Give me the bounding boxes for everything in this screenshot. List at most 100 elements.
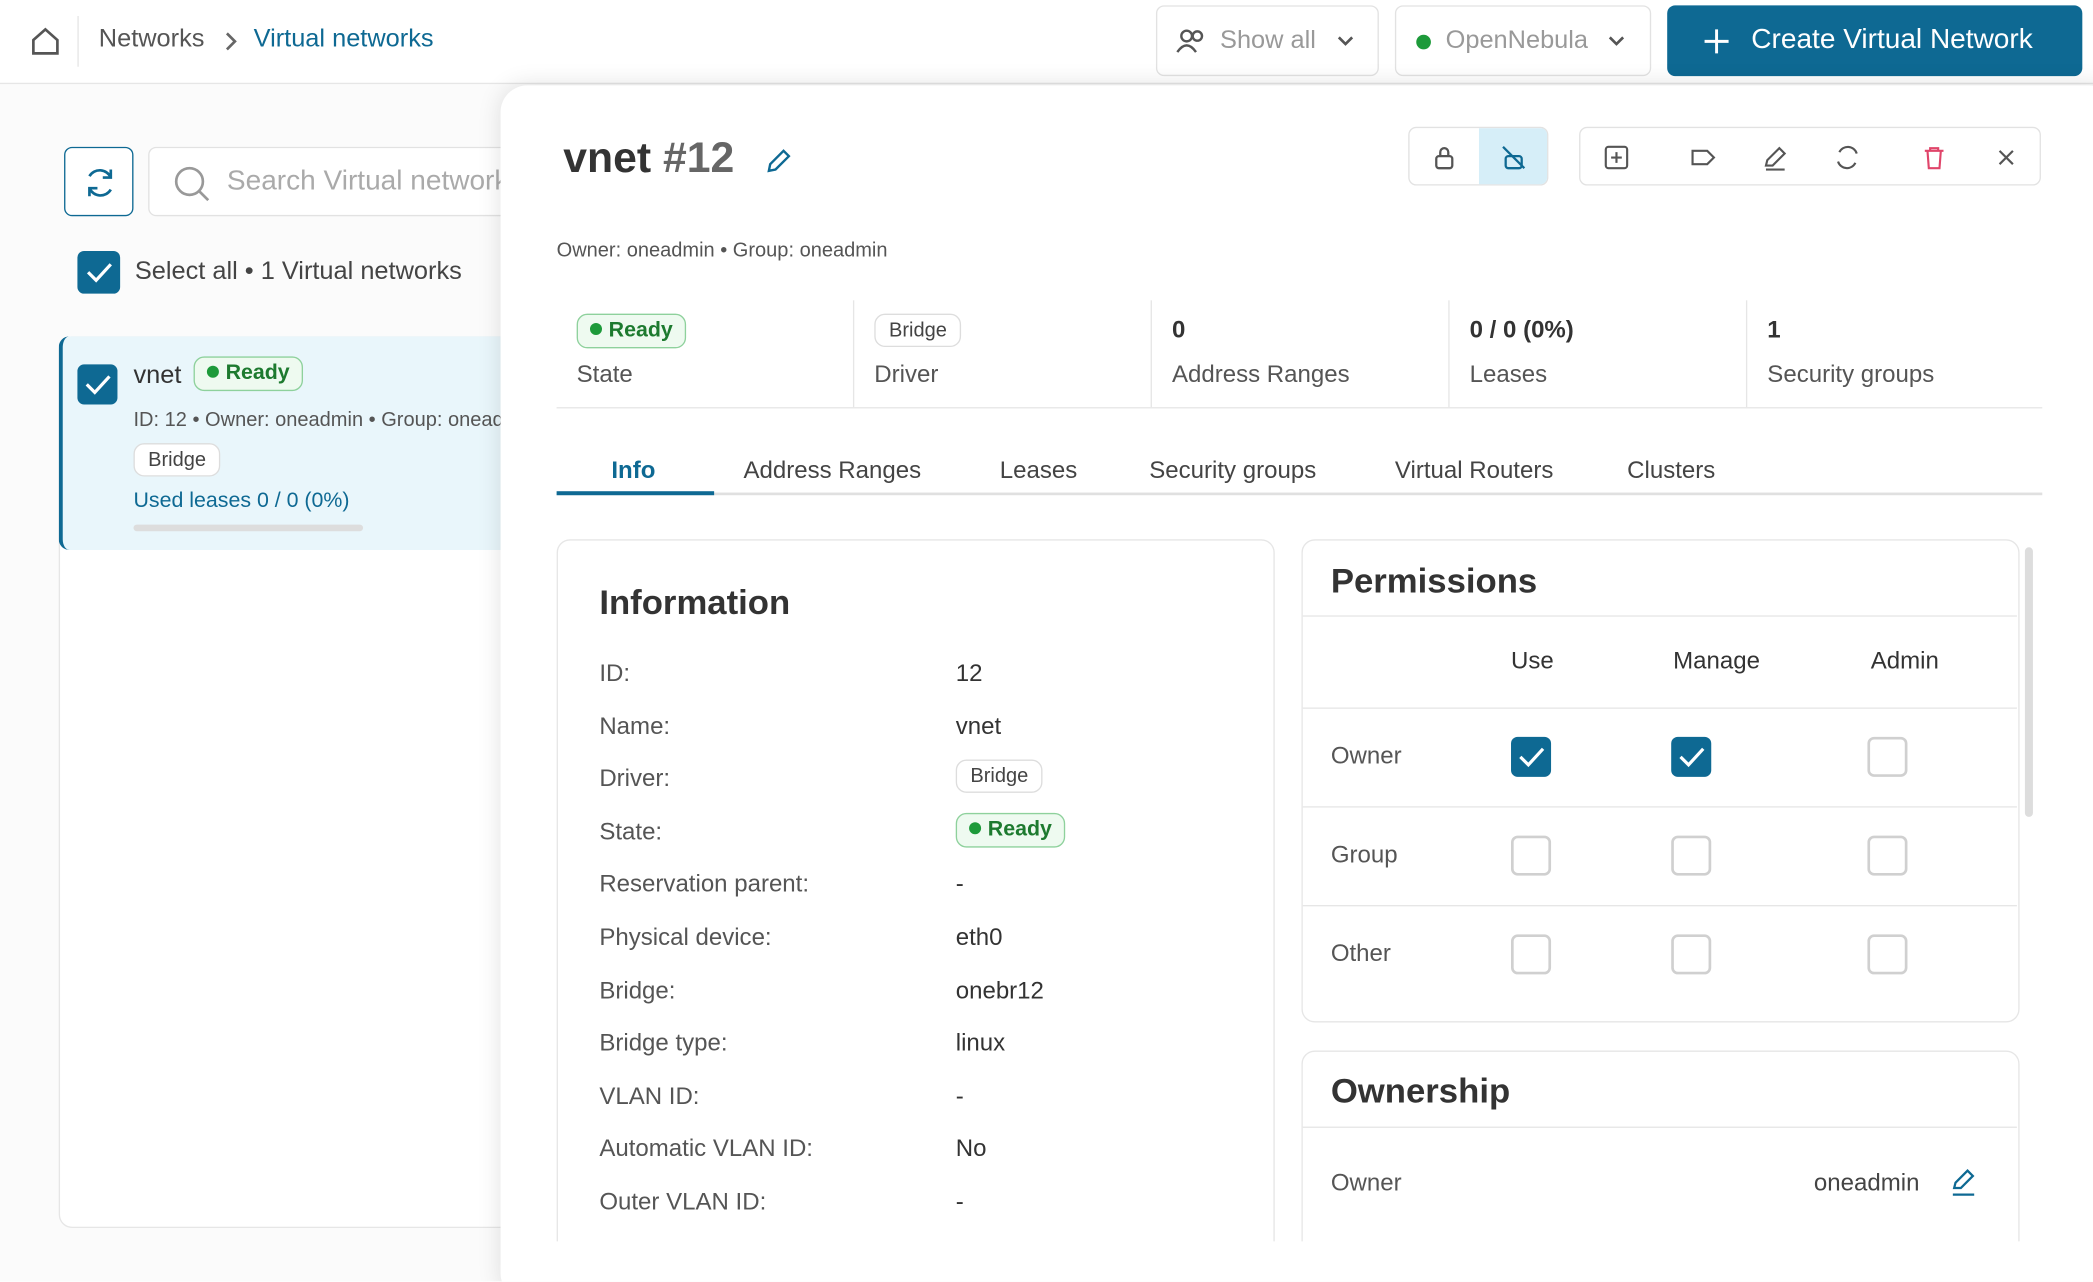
detail-content: vnet #12 Owner: oneadmin • Group: oneadm… [501, 85, 2093, 1242]
divider [1745, 300, 1748, 408]
permissions-title: Permissions [1330, 560, 1538, 601]
info-value: onebr12 [955, 976, 1044, 1004]
tab[interactable]: Virtual Routers [1394, 456, 1554, 484]
permission-checkbox[interactable] [1671, 835, 1712, 876]
info-value: 12 [955, 659, 983, 687]
row-label: Group [1330, 840, 1398, 868]
divider [1302, 707, 2017, 709]
edit-icon[interactable] [1762, 144, 1789, 171]
tab[interactable]: Security groups [1149, 456, 1317, 484]
permission-checkbox[interactable] [1511, 736, 1552, 777]
summary-value: Bridge [874, 313, 962, 348]
permission-checkbox[interactable] [1511, 934, 1552, 975]
divider [1302, 615, 2017, 617]
item-checkbox[interactable] [77, 364, 118, 405]
summary-label: Driver [874, 360, 939, 388]
info-value: vnet [955, 712, 1002, 739]
select-all-checkbox[interactable] [77, 250, 121, 294]
summary-label: Leases [1469, 360, 1548, 388]
breadcrumb-separator [225, 32, 237, 51]
chevron [1608, 36, 1625, 46]
action-group [1579, 126, 2041, 186]
info-label: Bridge: [599, 976, 676, 1004]
info-label: Name: [599, 712, 671, 739]
info-label: State: [599, 817, 663, 845]
summary-label: Security groups [1767, 360, 1935, 388]
divider [1302, 1126, 2017, 1128]
permission-checkbox[interactable] [1867, 934, 1908, 975]
users-icon [1176, 29, 1204, 53]
permission-checkbox[interactable] [1671, 934, 1712, 975]
info-label: Outer VLAN ID: [599, 1187, 767, 1215]
label-icon[interactable] [1690, 144, 1717, 171]
create-label: Create Virtual Network [1751, 24, 2033, 55]
row-label: Other [1330, 939, 1391, 967]
tab[interactable]: Info [611, 456, 656, 484]
item-name: vnet [133, 361, 182, 390]
breadcrumb-link[interactable]: Networks [98, 25, 205, 54]
information-card [556, 539, 1275, 1242]
zone-label: OpenNebula [1445, 26, 1589, 55]
column-header: Admin [1870, 647, 1939, 675]
info-value: Bridge [955, 759, 1043, 794]
column-header: Manage [1673, 647, 1761, 675]
delete-icon[interactable] [1921, 144, 1948, 171]
permission-checkbox[interactable] [1867, 835, 1908, 876]
search-placeholder: Search Virtual networks [226, 165, 523, 197]
unlock-button[interactable] [1478, 128, 1548, 185]
edit-owner[interactable] [1949, 1168, 1978, 1204]
refresh-icon[interactable] [1834, 144, 1861, 171]
tab[interactable]: Address Ranges [743, 456, 922, 484]
info-value: linux [955, 1029, 1006, 1057]
home-icon[interactable] [29, 25, 61, 57]
chevron [1337, 36, 1354, 46]
divider [852, 300, 855, 408]
info-value: - [955, 1187, 964, 1215]
summary-value: 0 [1171, 316, 1186, 344]
divider [556, 407, 2043, 409]
tab-indicator [556, 491, 715, 496]
refresh-button[interactable] [64, 146, 134, 217]
divider [1448, 300, 1450, 408]
permission-checkbox[interactable] [1511, 835, 1552, 876]
rename-icon[interactable] [764, 147, 793, 176]
info-label: Reservation parent: [599, 870, 810, 898]
add-icon[interactable] [1603, 144, 1630, 171]
info-label: ID: [599, 659, 631, 687]
owner-label: Owner [1330, 1169, 1402, 1196]
lock-icon[interactable] [1431, 144, 1458, 171]
divider [1302, 806, 2017, 808]
item-driver: Bridge [133, 443, 221, 477]
info-value: - [955, 870, 964, 898]
tab-bar [556, 492, 2043, 496]
select-all-label: Select all • 1 Virtual networks [134, 257, 462, 286]
permission-checkbox[interactable] [1867, 736, 1908, 777]
info-label: Automatic VLAN ID: [599, 1135, 813, 1162]
info-value: - [955, 1082, 964, 1109]
divider [1302, 905, 2017, 907]
summary-label: State [576, 360, 633, 388]
zone-button[interactable]: OpenNebula [1394, 5, 1652, 77]
scrollbar[interactable] [2024, 547, 2033, 817]
info-label: Physical device: [599, 923, 772, 951]
detail-title: vnet #12 [563, 133, 734, 182]
detail-id: #12 [662, 133, 735, 182]
ownership-title: Ownership [1330, 1070, 1511, 1111]
item-leases: Used leases 0 / 0 (0%) [133, 489, 350, 513]
filter-button[interactable]: Show all [1155, 5, 1379, 77]
permissions-card [1301, 539, 2020, 1023]
tab[interactable]: Clusters [1627, 456, 1716, 484]
info-value: No [955, 1135, 987, 1162]
close-icon[interactable] [1993, 144, 2020, 171]
permission-checkbox[interactable] [1671, 736, 1712, 777]
lease-bar [133, 524, 364, 532]
status-dot [1416, 34, 1431, 50]
create-button[interactable]: Create Virtual Network [1667, 5, 2083, 77]
summary-label: Address Ranges [1171, 360, 1350, 388]
search-box[interactable]: Search Virtual networks [148, 146, 549, 217]
info-value: eth0 [955, 923, 1003, 951]
tab[interactable]: Leases [999, 456, 1078, 484]
info-label: Bridge type: [599, 1029, 728, 1057]
